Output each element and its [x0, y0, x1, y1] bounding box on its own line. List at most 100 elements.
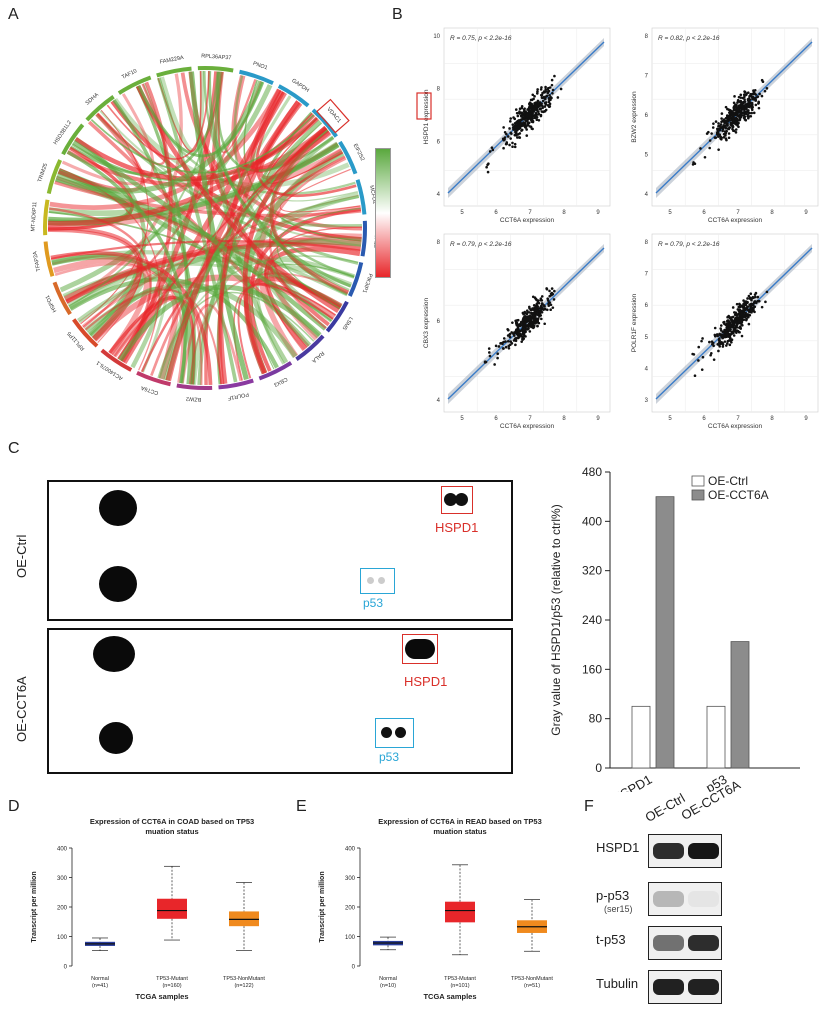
data-point	[750, 111, 754, 115]
x-tick-label: 6	[702, 210, 706, 216]
blot-strip	[648, 926, 722, 960]
data-point	[548, 105, 552, 108]
data-point	[533, 116, 537, 119]
data-point	[728, 336, 732, 339]
data-point	[506, 135, 510, 138]
data-point	[539, 298, 543, 302]
data-point	[514, 337, 518, 340]
group-label: Normal	[91, 976, 109, 982]
data-point	[514, 130, 518, 134]
data-point	[728, 111, 731, 114]
data-point	[731, 325, 735, 328]
chord-link	[181, 303, 243, 384]
data-point	[522, 332, 525, 335]
data-point	[525, 309, 529, 312]
data-point	[739, 99, 743, 103]
hspd1-label: HSPD1	[404, 674, 448, 689]
chord-arcs	[43, 66, 367, 390]
data-point	[742, 116, 746, 120]
data-point	[730, 331, 734, 335]
data-point	[725, 119, 729, 123]
chord-link	[269, 130, 349, 295]
data-point	[527, 111, 530, 114]
chord-arc-rala	[295, 334, 325, 361]
data-point	[503, 136, 507, 139]
data-point	[743, 302, 747, 306]
data-point	[741, 107, 745, 111]
data-point	[752, 303, 755, 307]
data-point	[513, 142, 517, 146]
data-point	[753, 300, 757, 303]
data-point	[508, 335, 512, 339]
x-tick-label: 6	[702, 416, 706, 422]
p53-box	[375, 718, 414, 748]
data-point	[513, 117, 517, 121]
chord-link	[99, 110, 362, 247]
reference-spot	[93, 636, 135, 672]
blot-strip	[648, 970, 722, 1004]
x-tick-label: 8	[770, 416, 774, 422]
data-point	[547, 96, 551, 100]
data-point	[536, 90, 539, 93]
group-label: TP53-NonMutant	[511, 976, 553, 982]
data-point	[727, 108, 731, 111]
data-point	[515, 111, 519, 115]
data-point	[534, 297, 538, 301]
data-point	[753, 310, 756, 314]
panel-label-f: F	[584, 798, 594, 815]
data-point	[541, 91, 544, 95]
data-point	[522, 108, 526, 112]
data-point	[518, 136, 522, 139]
data-point	[507, 346, 511, 350]
data-point	[745, 313, 748, 317]
data-point	[730, 319, 734, 323]
data-point	[742, 305, 746, 308]
data-point	[515, 128, 518, 131]
data-point	[737, 108, 740, 112]
data-point	[556, 96, 560, 99]
chord-arc-hsd3b1l2	[61, 123, 85, 156]
data-point	[734, 128, 738, 131]
data-point	[505, 141, 509, 144]
chord-link	[47, 226, 143, 342]
data-point	[524, 110, 527, 113]
chord-link	[237, 283, 334, 379]
chord-link	[61, 93, 155, 186]
data-point	[535, 104, 539, 108]
data-point	[485, 165, 488, 169]
blot-membrane-ctrl: HSPD1 p53	[47, 480, 513, 621]
y-tick-label: 400	[345, 847, 356, 853]
data-point	[720, 136, 723, 140]
chord-gene-label: MCFD2	[368, 185, 378, 205]
data-point	[760, 305, 764, 309]
data-point	[726, 334, 730, 338]
chord-arc-taf10	[117, 75, 152, 95]
y-tick-label: 400	[57, 847, 68, 853]
data-point	[713, 326, 717, 330]
y-tick-label: 8	[437, 240, 441, 246]
data-point	[531, 117, 534, 120]
group-count: (n=10)	[380, 983, 396, 989]
blot-membrane-oe: HSPD1 p53	[47, 628, 513, 774]
data-point	[703, 155, 707, 159]
data-point	[503, 138, 506, 141]
y-tick-label: 6	[437, 319, 441, 325]
data-point	[744, 110, 748, 114]
protein-label: p-p53	[596, 888, 630, 903]
row-label-ctrl: OE-Ctrl	[14, 534, 29, 578]
data-point	[515, 319, 519, 322]
data-point	[514, 133, 518, 136]
data-point	[736, 98, 740, 102]
data-point	[519, 121, 522, 124]
blot-strip	[648, 882, 722, 916]
x-axis-label: CCT6A expression	[500, 423, 555, 430]
data-point	[511, 123, 515, 126]
data-point	[732, 334, 736, 337]
data-point	[700, 339, 703, 343]
group-label: TP53-NonMutant	[223, 976, 265, 982]
data-point	[525, 328, 528, 331]
data-point	[549, 303, 553, 307]
chord-link	[72, 140, 327, 331]
blot-row-p-p53: p-p53 (ser15)	[590, 882, 820, 918]
data-point	[722, 136, 726, 139]
